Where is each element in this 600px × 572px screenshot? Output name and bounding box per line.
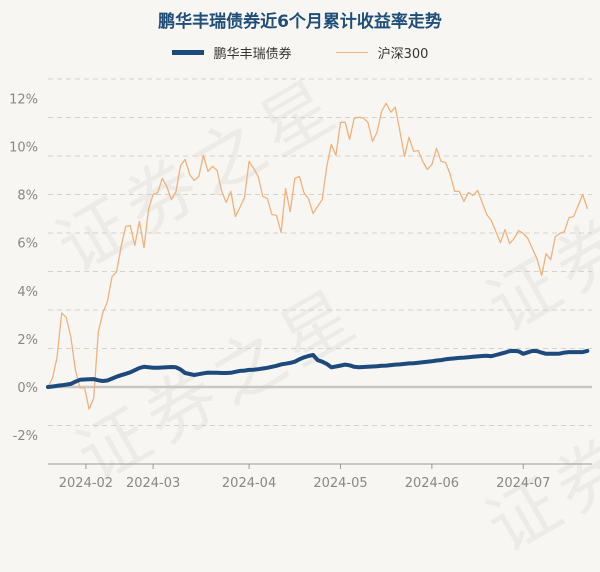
x-tick-label: 2024-06: [405, 476, 459, 491]
legend-swatch-fund: [171, 50, 204, 55]
y-tick-label: 2%: [17, 333, 38, 348]
x-tick-label: 2024-05: [313, 476, 367, 491]
legend-item-fund[interactable]: 鹏华丰瑞债券: [171, 43, 292, 62]
x-tick-label: 2024-07: [496, 476, 550, 491]
legend-item-hs300[interactable]: 沪深300: [335, 43, 429, 62]
y-tick-label: 8%: [17, 189, 38, 204]
x-tick-label: 2024-04: [222, 476, 276, 491]
y-tick-label: 6%: [17, 237, 38, 252]
x-tick-label: 2024-02: [59, 476, 113, 491]
y-tick-label: 4%: [17, 285, 38, 300]
series-line-hs300: [47, 102, 588, 410]
y-tick-label: 12%: [9, 92, 38, 107]
y-tick-label: 10%: [9, 140, 38, 155]
x-tick-label: 2024-03: [126, 476, 180, 491]
chart-plot: -2% 0% 2% 4% 6% 8% 10% 12% 2024-02 2024-03 2024-04…: [9, 78, 592, 491]
y-tick-label: 0%: [17, 381, 38, 396]
chart-title: 鹏华丰瑞债券近6个月累计收益率走势: [158, 12, 442, 32]
series-line-fund: [46, 348, 590, 389]
legend-label-hs300: 沪深300: [377, 47, 429, 62]
legend: 鹏华丰瑞债券 沪深300: [0, 43, 600, 62]
legend-label-fund: 鹏华丰瑞债券: [213, 47, 292, 62]
y-tick-label: -2%: [13, 429, 38, 444]
legend-swatch-hs300: [335, 52, 368, 53]
